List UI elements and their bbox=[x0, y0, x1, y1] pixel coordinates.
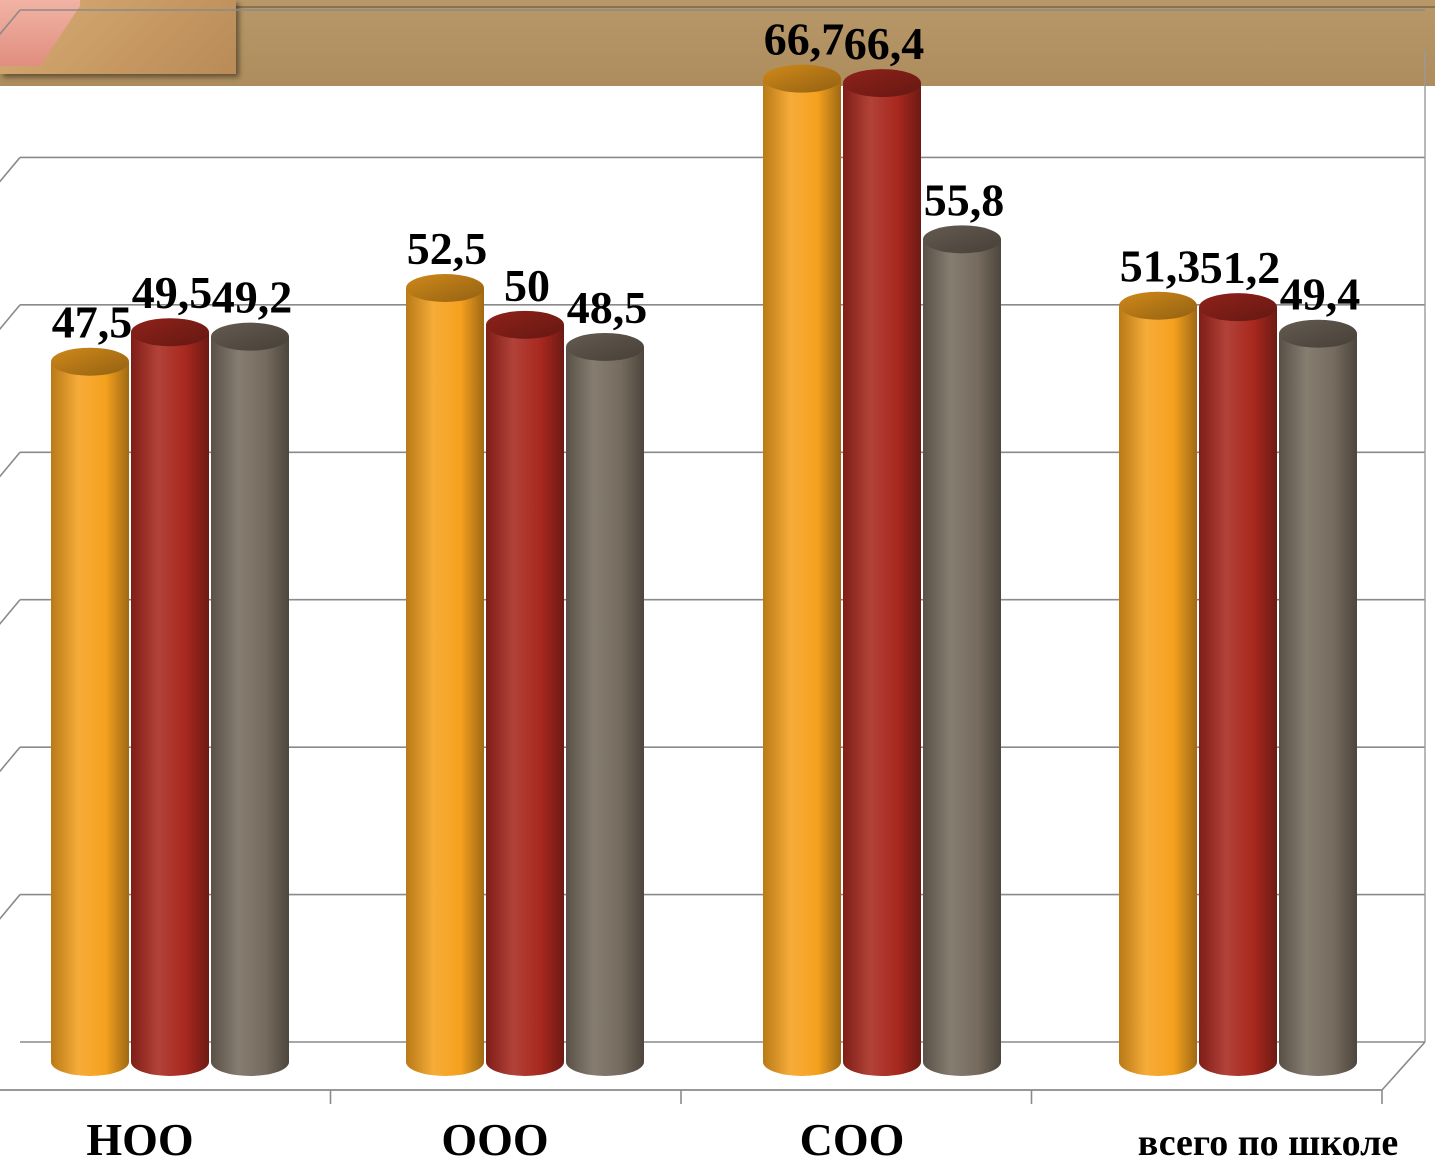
bar bbox=[486, 310, 564, 1076]
bar-body bbox=[566, 346, 644, 1076]
grid-line-edge bbox=[0, 304, 21, 331]
bar-cap bbox=[1119, 291, 1197, 320]
data-label: 49,5 bbox=[132, 267, 213, 318]
floor-right-edge bbox=[1381, 1041, 1426, 1091]
category-label: СОО bbox=[800, 1114, 905, 1160]
corner-tile-decoration bbox=[0, 0, 236, 74]
data-label: 49,2 bbox=[212, 272, 293, 323]
bar-cap bbox=[406, 274, 484, 302]
bar bbox=[211, 322, 289, 1076]
category-labels: НОО ООО СОО всего по школе bbox=[86, 1114, 1398, 1160]
data-label: 51,3 bbox=[1120, 241, 1201, 292]
bar bbox=[1199, 293, 1277, 1076]
data-label: 50 bbox=[504, 260, 550, 311]
bar-body bbox=[1199, 307, 1277, 1076]
grid-line-edge bbox=[0, 599, 21, 625]
bar-cap bbox=[566, 332, 644, 361]
bar-body bbox=[763, 78, 841, 1076]
grid-line-edge bbox=[0, 894, 21, 920]
bar-cap bbox=[1279, 319, 1357, 348]
data-label: 48,5 bbox=[567, 282, 648, 333]
bar-cap bbox=[486, 310, 564, 339]
bar bbox=[763, 64, 841, 1076]
bar bbox=[131, 318, 209, 1076]
bar-body bbox=[406, 288, 484, 1076]
bar-cap bbox=[923, 225, 1001, 254]
bar bbox=[566, 332, 644, 1076]
bar-body bbox=[131, 332, 209, 1076]
bar-cap bbox=[51, 347, 129, 376]
category-label: всего по школе bbox=[1138, 1122, 1399, 1160]
x-axis bbox=[0, 1089, 1383, 1104]
data-label: 55,8 bbox=[924, 174, 1005, 225]
category-label: ООО bbox=[441, 1114, 548, 1160]
bar bbox=[923, 225, 1001, 1076]
data-label: 47,5 bbox=[52, 297, 133, 348]
bar-body bbox=[923, 239, 1001, 1076]
bars bbox=[51, 64, 1357, 1077]
data-label: 52,5 bbox=[407, 223, 488, 274]
header-band-line bbox=[0, 6, 1435, 8]
data-labels: 47,549,5 49,2 52,5 50 48,5 66,7 66,4 55,8 51,3 51… bbox=[52, 14, 1361, 348]
header-band bbox=[0, 0, 1435, 86]
grid-line-edge bbox=[0, 156, 21, 183]
bar bbox=[406, 274, 484, 1076]
bar-cap bbox=[763, 64, 841, 93]
bar-cap bbox=[1199, 293, 1277, 322]
bar-body bbox=[843, 83, 921, 1077]
bar-body bbox=[51, 361, 129, 1076]
bar-body bbox=[1119, 305, 1197, 1077]
grid-line-edge bbox=[0, 746, 21, 773]
data-label: 49,4 bbox=[1280, 269, 1361, 320]
bar-body bbox=[1279, 333, 1357, 1076]
grid-line-edge bbox=[0, 9, 21, 36]
bar-cap bbox=[131, 318, 209, 347]
bar-cap bbox=[843, 69, 921, 98]
bar-cap bbox=[211, 322, 289, 351]
data-label: 66,4 bbox=[844, 18, 925, 69]
bar bbox=[51, 347, 129, 1076]
data-label: 66,7 bbox=[764, 14, 845, 65]
data-label: 51,2 bbox=[1200, 242, 1281, 293]
bar-body bbox=[486, 324, 564, 1076]
bar bbox=[843, 69, 921, 1077]
bar bbox=[1279, 319, 1357, 1076]
bar bbox=[1119, 291, 1197, 1077]
grid-line-edge bbox=[0, 451, 21, 478]
category-label: НОО bbox=[86, 1114, 193, 1160]
bar-body bbox=[211, 336, 289, 1076]
